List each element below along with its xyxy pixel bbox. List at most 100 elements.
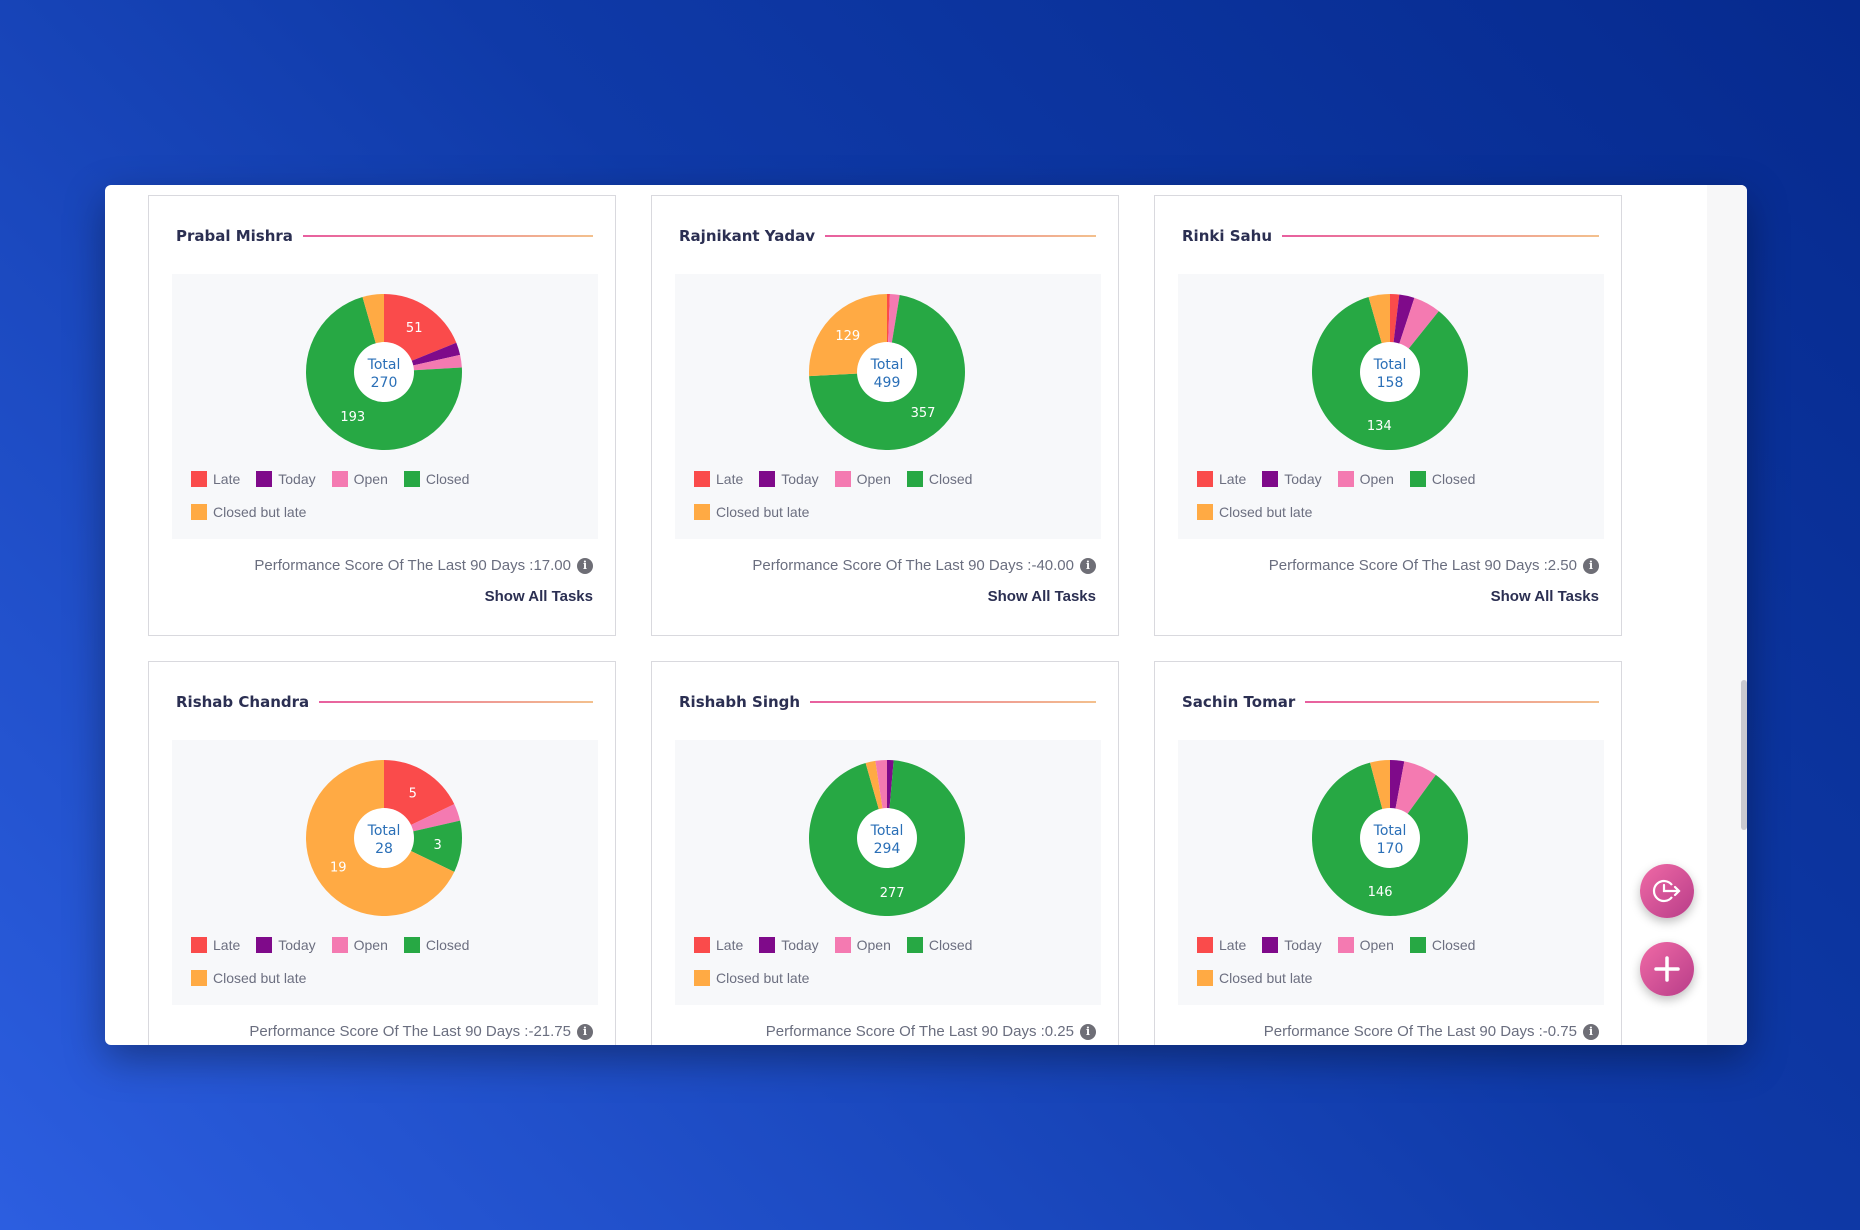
legend-item-open[interactable]: Open xyxy=(1337,471,1394,487)
info-icon[interactable]: i xyxy=(1583,557,1599,574)
legend-item-today[interactable]: Today xyxy=(1262,471,1322,487)
legend-label: Today xyxy=(1284,471,1322,487)
pie-slice-closed[interactable] xyxy=(384,820,462,872)
card-header: Sachin Tomar xyxy=(1182,692,1599,712)
total-value: 28 xyxy=(375,841,393,857)
chart-legend: Late Today Open Closed Closed but late xyxy=(191,470,551,536)
legend-item-closed-late[interactable]: Closed but late xyxy=(694,970,809,986)
legend-item-closed[interactable]: Closed xyxy=(403,471,469,487)
total-value: 270 xyxy=(371,375,398,391)
legend-item-closed-late[interactable]: Closed but late xyxy=(191,970,306,986)
legend-swatch xyxy=(906,471,923,487)
legend-item-today[interactable]: Today xyxy=(759,471,819,487)
legend-item-closed[interactable]: Closed xyxy=(906,471,972,487)
legend-label: Closed xyxy=(1431,937,1476,953)
legend-label: Closed xyxy=(1431,471,1476,487)
legend-row: Closed but late xyxy=(1197,969,1557,987)
legend-swatch xyxy=(834,471,851,487)
legend-row: Late Today Open Closed xyxy=(191,936,551,954)
legend-item-closed-late[interactable]: Closed but late xyxy=(191,504,306,520)
performance-score: Performance Score Of The Last 90 Days : … xyxy=(1264,1023,1599,1040)
card-title: Rishabh Singh xyxy=(679,693,801,711)
legend-row: Closed but late xyxy=(694,969,1054,987)
legend-item-closed[interactable]: Closed xyxy=(1409,937,1476,953)
scrollbar-track[interactable] xyxy=(1707,185,1747,1045)
legend-item-late[interactable]: Late xyxy=(191,937,240,953)
legend-swatch xyxy=(906,937,923,953)
info-icon[interactable]: i xyxy=(1080,557,1096,574)
title-divider xyxy=(302,235,593,237)
legend-item-open[interactable]: Open xyxy=(1337,937,1394,953)
chart-legend: Late Today Open Closed Closed but late xyxy=(191,936,551,1002)
legend-swatch xyxy=(1197,504,1213,520)
legend-item-late[interactable]: Late xyxy=(694,471,743,487)
legend-item-open[interactable]: Open xyxy=(331,937,388,953)
clock-arrow-button[interactable] xyxy=(1640,864,1694,918)
info-icon[interactable]: i xyxy=(577,557,593,574)
total-label: Total xyxy=(870,357,904,373)
employee-card: Rishab Chandra 5 3 19 Total 28 Late Today Op… xyxy=(148,661,616,1045)
scrollbar-thumb[interactable] xyxy=(1741,680,1747,830)
legend-row: Late Today Open Closed xyxy=(191,470,551,488)
legend-label: Late xyxy=(716,471,744,487)
donut-chart[interactable]: 5 3 19 Total 28 xyxy=(302,756,466,920)
info-icon[interactable]: i xyxy=(577,1023,593,1040)
legend-label: Open xyxy=(353,937,388,953)
donut-chart[interactable]: 357 129 Total 499 xyxy=(805,290,969,454)
add-button[interactable] xyxy=(1640,942,1694,996)
legend-swatch xyxy=(256,471,273,487)
info-icon[interactable]: i xyxy=(1583,1023,1599,1040)
show-all-tasks-link[interactable]: Show All Tasks xyxy=(987,588,1096,605)
legend-item-late[interactable]: Late xyxy=(1197,471,1246,487)
legend-label: Late xyxy=(213,471,241,487)
donut-chart[interactable]: 146 Total 170 xyxy=(1308,756,1472,920)
donut-chart[interactable]: 51 193 Total 270 xyxy=(302,290,466,454)
score-value: 17.00 xyxy=(533,557,571,574)
legend-item-closed[interactable]: Closed xyxy=(906,937,973,953)
legend-swatch xyxy=(1262,471,1279,487)
info-icon[interactable]: i xyxy=(1080,1023,1096,1040)
legend-item-today[interactable]: Today xyxy=(256,937,316,953)
legend-item-open[interactable]: Open xyxy=(834,937,891,953)
legend-item-today[interactable]: Today xyxy=(1262,937,1322,953)
legend-swatch xyxy=(1337,937,1354,953)
legend-item-today[interactable]: Today xyxy=(759,937,819,953)
legend-item-closed-late[interactable]: Closed but late xyxy=(1197,970,1312,986)
show-all-tasks-link[interactable]: Show All Tasks xyxy=(484,588,593,605)
score-value: -0.75 xyxy=(1542,1023,1577,1040)
legend-item-closed-late[interactable]: Closed but late xyxy=(694,504,809,520)
legend-row: Closed but late xyxy=(191,969,551,987)
legend-label: Closed xyxy=(425,937,470,953)
legend-swatch xyxy=(191,937,207,953)
title-divider xyxy=(1305,701,1599,703)
donut-chart[interactable]: 134 Total 158 xyxy=(1308,290,1472,454)
legend-label: Closed but late xyxy=(716,970,810,986)
legend-swatch xyxy=(403,937,420,953)
legend-swatch xyxy=(191,471,207,487)
legend-item-late[interactable]: Late xyxy=(694,937,743,953)
card-header: Rishab Chandra xyxy=(176,692,593,712)
legend-label: Open xyxy=(1359,937,1394,953)
legend-item-today[interactable]: Today xyxy=(256,471,316,487)
legend-swatch xyxy=(256,937,273,953)
show-all-tasks-link[interactable]: Show All Tasks xyxy=(1490,588,1599,605)
slice-value-label: 134 xyxy=(1367,419,1392,434)
legend-item-late[interactable]: Late xyxy=(191,471,240,487)
plus-icon xyxy=(1654,956,1680,982)
legend-item-closed-late[interactable]: Closed but late xyxy=(1197,504,1312,520)
card-title: Sachin Tomar xyxy=(1182,693,1296,711)
legend-label: Closed but late xyxy=(1219,504,1313,520)
legend-label: Open xyxy=(353,471,388,487)
legend-swatch xyxy=(1337,471,1354,487)
legend-label: Today xyxy=(278,471,316,487)
donut-chart[interactable]: 277 Total 294 xyxy=(805,756,969,920)
legend-item-open[interactable]: Open xyxy=(331,471,388,487)
legend-label: Open xyxy=(856,471,891,487)
legend-item-late[interactable]: Late xyxy=(1197,937,1246,953)
legend-item-open[interactable]: Open xyxy=(834,471,891,487)
legend-label: Closed xyxy=(928,937,973,953)
legend-item-closed[interactable]: Closed xyxy=(403,937,470,953)
legend-swatch xyxy=(331,471,348,487)
legend-item-closed[interactable]: Closed xyxy=(1409,471,1476,487)
total-value: 158 xyxy=(1377,375,1404,391)
